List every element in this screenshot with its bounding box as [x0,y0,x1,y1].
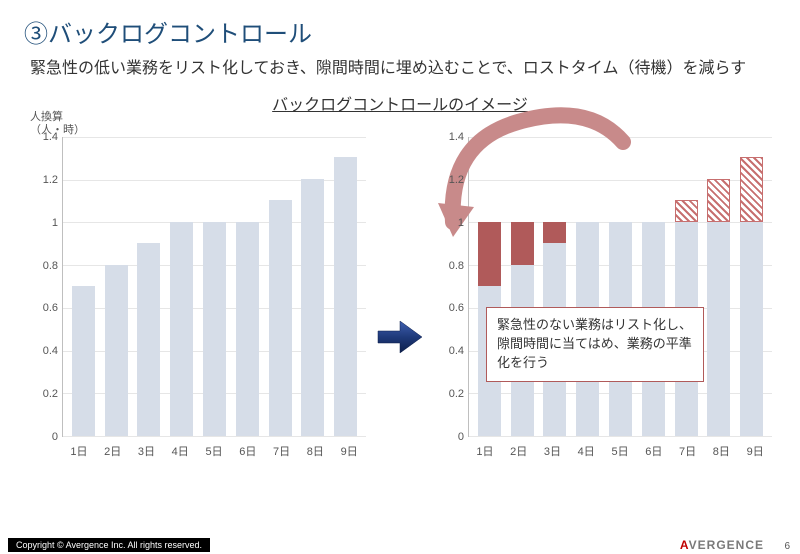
bar-slot [329,137,362,436]
bar-segment [740,157,763,221]
y-tick-label: 1.2 [436,174,464,186]
bar-segment [334,157,357,436]
bar [269,200,292,436]
x-tick-label: 3日 [130,443,164,459]
charts-title: バックログコントロールのイメージ [0,91,800,115]
bar-slot [571,137,604,436]
bar [137,243,160,436]
footer-page-number: 6 [784,541,790,552]
bar-slot [604,137,637,436]
x-tick-label: 1日 [62,443,96,459]
gridline [469,436,772,437]
bar [236,222,259,436]
y-tick-label: 0.6 [436,302,464,314]
x-tick-label: 7日 [671,443,705,459]
brand-first-char: A [680,538,689,552]
y-tick-label: 0 [30,431,58,443]
y-tick-label: 0 [436,431,464,443]
bar-segment [72,286,95,436]
bar-slot [735,137,768,436]
x-tick-label: 9日 [332,443,366,459]
bar [301,179,324,436]
y-tick-label: 0.2 [436,388,464,400]
bar-segment [478,222,501,286]
y-tick-label: 1 [436,217,464,229]
bar-slot [198,137,231,436]
bar-slot [264,137,297,436]
x-tick-label: 2日 [96,443,130,459]
callout-box: 緊急性のない業務はリスト化し、隙間時間に当てはめ、業務の平準化を行う [486,307,704,382]
y-tick-label: 1.4 [436,131,464,143]
bar-segment [707,179,730,222]
x-tick-label: 2日 [502,443,536,459]
x-tick-label: 4日 [163,443,197,459]
bar [707,179,730,436]
x-tick-label: 8日 [298,443,332,459]
x-tick-label: 9日 [738,443,772,459]
x-tick-label: 1日 [468,443,502,459]
bar [203,222,226,436]
bar-slot [67,137,100,436]
y-tick-label: 1 [30,217,58,229]
bar-slot [670,137,703,436]
page-title: ③バックログコントロール [0,0,800,57]
y-tick-label: 0.6 [30,302,58,314]
bar-slot [506,137,539,436]
chart-left-wrap: 人換算 （人・時） 1日2日3日4日5日6日7日8日9日 00.20.40.60… [22,117,372,467]
bar-slot [165,137,198,436]
footer-copyright: Copyright © Avergence Inc. All rights re… [8,538,210,552]
bar-segment [236,222,259,436]
bar-segment [203,222,226,436]
bar-slot [539,137,572,436]
x-tick-label: 8日 [704,443,738,459]
y-tick-label: 0.2 [30,388,58,400]
bar-slot [473,137,506,436]
x-tick-label: 7日 [265,443,299,459]
y-tick-label: 1.4 [30,131,58,143]
chart-right-wrap: 1日2日3日4日5日6日7日8日9日 緊急性のない業務はリスト化し、隙間時間に当… [428,117,778,467]
x-tick-label: 6日 [231,443,265,459]
bar [170,222,193,436]
brand-rest: VERGENCE [689,538,764,552]
bar-slot [702,137,735,436]
bar-slot [637,137,670,436]
bar-slot [231,137,264,436]
bar-segment [707,222,730,436]
bar-segment [543,222,566,243]
y-tick-label: 0.8 [30,260,58,272]
y-tick-label: 1.2 [30,174,58,186]
page-subtitle: 緊急性の低い業務をリスト化しておき、隙間時間に埋め込むことで、ロストタイム（待機… [0,57,800,89]
bar-slot [133,137,166,436]
y-tick-label: 0.8 [436,260,464,272]
chart-right: 1日2日3日4日5日6日7日8日9日 緊急性のない業務はリスト化し、隙間時間に当… [428,117,778,467]
bar-segment [269,200,292,436]
y-tick-label: 0.4 [30,345,58,357]
bar-segment [301,179,324,436]
bar-slot [296,137,329,436]
bar-segment [137,243,160,436]
transition-arrow [376,227,424,357]
bar [72,286,95,436]
bar-segment [105,265,128,436]
x-tick-label: 6日 [637,443,671,459]
footer-brand: AVERGENCE [680,538,764,552]
gridline [63,436,366,437]
bar-segment [740,222,763,436]
bar [740,157,763,436]
x-tick-label: 3日 [536,443,570,459]
x-tick-label: 5日 [603,443,637,459]
x-tick-label: 4日 [569,443,603,459]
y-tick-label: 0.4 [436,345,464,357]
bar-segment [675,200,698,221]
bar-segment [170,222,193,436]
bar [334,157,357,436]
bar [105,265,128,436]
charts-row: 人換算 （人・時） 1日2日3日4日5日6日7日8日9日 00.20.40.60… [0,117,800,467]
x-tick-label: 5日 [197,443,231,459]
bar-segment [511,222,534,265]
bar-slot [100,137,133,436]
chart-left: 1日2日3日4日5日6日7日8日9日 0 0.2 0.4 0.6 0.8 1 1.2 1.4 [22,117,372,467]
